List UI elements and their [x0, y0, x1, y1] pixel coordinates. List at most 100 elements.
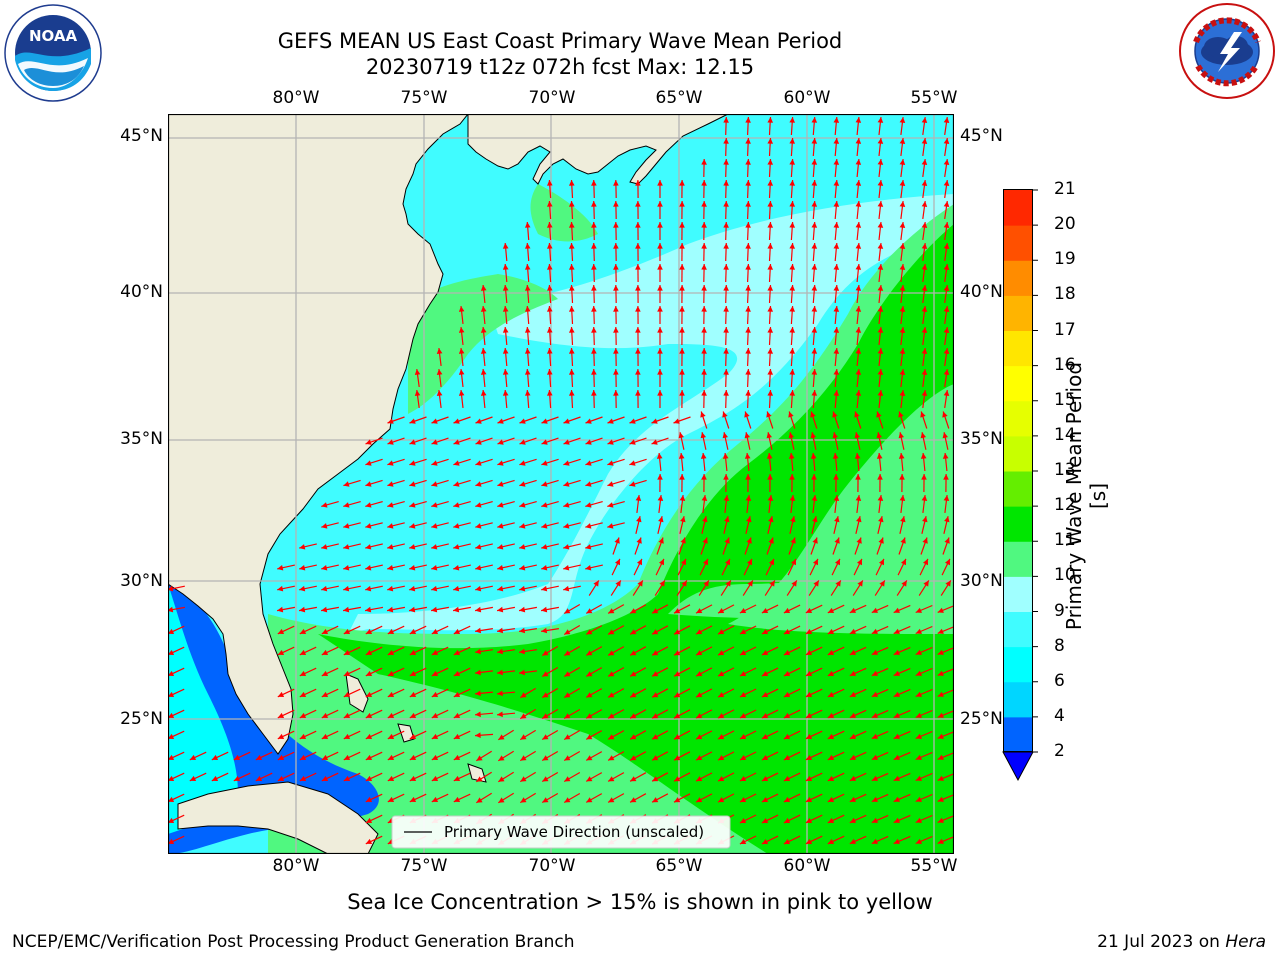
wave-arrow-head	[899, 243, 906, 249]
wave-arrow-head	[476, 797, 483, 803]
wave-arrow-head	[519, 418, 526, 424]
wave-arrow-head	[893, 691, 900, 697]
wave-arrow-head	[783, 775, 791, 781]
wave-arrow-head	[921, 222, 928, 228]
wave-arrow-head	[893, 817, 900, 823]
wave-arrow-head	[343, 733, 351, 739]
wave-arrow-head	[321, 712, 329, 718]
wave-arrow-head	[409, 544, 416, 550]
wave-arrow-head	[766, 432, 772, 439]
wave-arrow-head	[365, 460, 372, 466]
wave-arrow-head	[547, 222, 553, 228]
wave-arrow-head	[701, 201, 707, 207]
legend-text: Primary Wave Direction (unscaled)	[444, 823, 704, 841]
wave-arrow-head	[343, 606, 350, 613]
wave-arrow-head	[585, 565, 592, 571]
wave-arrow-head	[480, 327, 487, 333]
wave-arrow-head	[168, 796, 175, 802]
wave-arrow-head	[613, 348, 619, 354]
wave-arrow-head	[898, 432, 904, 439]
wave-arrow-head	[680, 537, 686, 544]
wave-arrow-head	[365, 670, 373, 676]
wave-arrow-head	[679, 348, 685, 354]
wave-arrow-head	[943, 138, 950, 144]
wave-arrow-head	[591, 327, 597, 333]
wave-arrow-head	[745, 390, 751, 396]
wave-arrow-head	[255, 754, 263, 760]
wave-arrow-head	[431, 775, 439, 781]
wave-arrow-head	[898, 411, 904, 418]
wave-arrow-head	[937, 838, 944, 844]
wave-arrow-head	[658, 537, 664, 544]
wave-arrow-head	[498, 734, 505, 740]
land-andros	[345, 673, 369, 713]
wave-arrow-head	[805, 817, 813, 823]
wave-arrow-head	[899, 201, 906, 207]
lon-label-top: 80°W	[272, 88, 320, 108]
wave-arrow-head	[767, 159, 773, 165]
wave-arrow-head	[739, 629, 747, 634]
wave-arrow-head	[542, 692, 549, 698]
colorbar-tick-label: 17	[1054, 319, 1076, 340]
wave-arrow-head	[723, 327, 729, 333]
wave-arrow-head	[833, 243, 840, 249]
wave-arrow-head	[833, 390, 840, 396]
wave-arrow-head	[745, 222, 751, 228]
lon-label-top: 65°W	[655, 88, 703, 108]
wave-arrow-head	[635, 243, 641, 249]
wave-arrow-head	[723, 306, 729, 312]
wave-arrow-head	[679, 369, 685, 375]
wave-arrow-head	[502, 285, 509, 291]
wave-arrow-head	[563, 481, 570, 487]
wave-arrow-head	[475, 460, 482, 466]
wave-arrow-head	[591, 264, 597, 270]
wave-arrow-head	[431, 628, 439, 634]
wave-arrow-head	[703, 580, 709, 587]
wave-arrow-head	[718, 713, 725, 719]
wave-arrow-head	[901, 558, 906, 566]
wave-arrow-head	[591, 348, 597, 354]
wave-arrow-head	[791, 558, 796, 566]
lon-label-bottom: 65°W	[655, 856, 703, 876]
wave-arrow-head	[480, 369, 487, 375]
wave-arrow-head	[744, 432, 750, 439]
wave-arrow-head	[607, 523, 614, 529]
wave-arrow-head	[453, 649, 461, 655]
wave-arrow-head	[563, 565, 570, 571]
wave-arrow-head	[542, 713, 549, 719]
wave-arrow-head	[277, 585, 284, 592]
wave-arrow-head	[480, 390, 487, 396]
wave-arrow-head	[414, 369, 421, 375]
wave-arrow-head	[718, 650, 725, 656]
wave-arrow-head	[739, 734, 747, 739]
wave-arrow-head	[855, 222, 862, 228]
wave-arrow-head	[789, 327, 795, 333]
wave-arrow-head	[299, 606, 306, 613]
wave-arrow-head	[746, 537, 752, 544]
wave-arrow-head	[365, 544, 372, 550]
wave-arrow-head	[811, 369, 818, 375]
wave-arrow-head	[343, 754, 351, 760]
wave-arrow-head	[652, 671, 659, 677]
wave-arrow-head	[855, 180, 862, 186]
wave-arrow-head	[657, 306, 663, 312]
wave-arrow-head	[810, 453, 817, 459]
colorbar-tick-label: 20	[1054, 214, 1076, 235]
wave-arrow-head	[833, 138, 840, 144]
wave-arrow-head	[789, 474, 795, 480]
wave-arrow-head	[761, 692, 769, 697]
wave-arrow-head	[541, 460, 548, 466]
wave-arrow-head	[701, 369, 707, 375]
wave-arrow-head	[723, 159, 729, 165]
wave-arrow-head	[299, 691, 307, 697]
wave-arrow-head	[586, 692, 593, 698]
wave-arrow-head	[811, 285, 818, 291]
wave-arrow-head	[761, 755, 769, 760]
wave-arrow-head	[613, 222, 619, 228]
wave-arrow-head	[789, 138, 795, 144]
wave-arrow-head	[343, 712, 351, 718]
wave-arrow-head	[681, 580, 687, 587]
wave-arrow-head	[943, 201, 950, 207]
wave-arrow-head	[937, 628, 944, 634]
wave-arrow-head	[893, 796, 900, 802]
